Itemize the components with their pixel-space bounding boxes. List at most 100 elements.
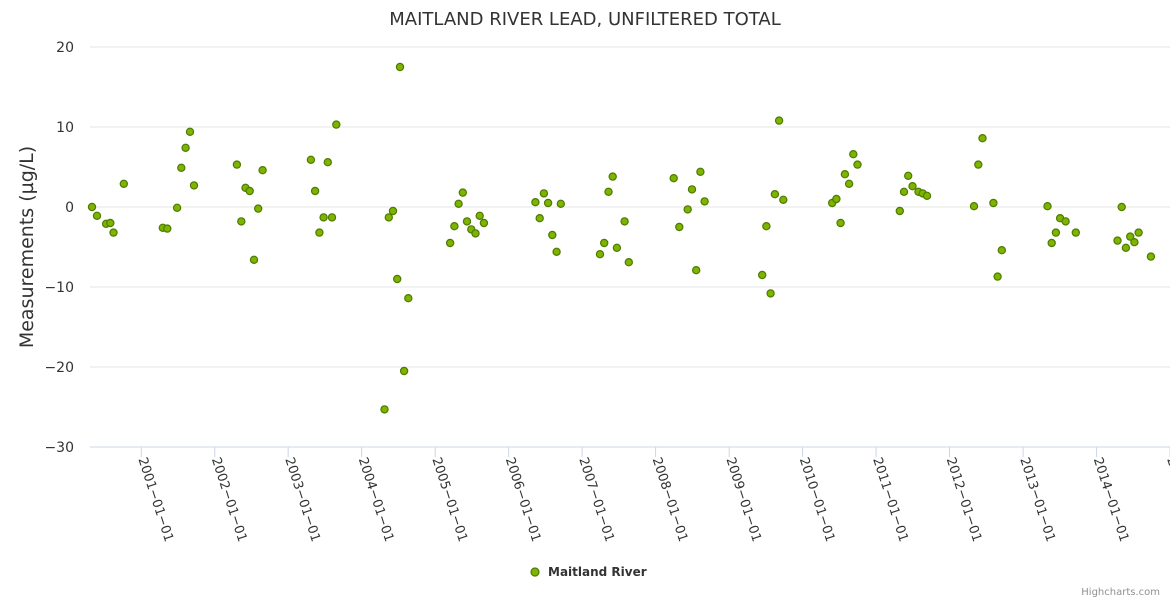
data-point[interactable] — [1047, 238, 1056, 248]
data-point[interactable] — [399, 366, 409, 376]
data-point[interactable] — [327, 213, 337, 222]
data-point[interactable] — [458, 188, 467, 197]
data-point[interactable] — [332, 120, 341, 129]
data-point[interactable] — [395, 62, 405, 72]
data-point[interactable] — [163, 224, 172, 233]
data-point[interactable] — [189, 181, 199, 190]
data-point[interactable] — [669, 173, 678, 183]
data-point[interactable] — [319, 213, 328, 222]
data-point[interactable] — [1125, 232, 1135, 241]
data-point[interactable] — [974, 160, 983, 169]
data-point[interactable] — [475, 211, 484, 220]
data-point[interactable] — [1121, 243, 1131, 252]
data-point[interactable] — [770, 189, 780, 199]
data-point[interactable] — [310, 186, 320, 196]
data-point[interactable] — [1061, 217, 1070, 226]
data-point[interactable] — [620, 217, 629, 226]
data-point[interactable] — [384, 213, 393, 222]
data-point[interactable] — [1146, 252, 1156, 261]
data-point[interactable] — [445, 238, 455, 248]
legend[interactable]: Maitland River — [530, 565, 647, 579]
data-point[interactable] — [899, 187, 909, 196]
data-point[interactable] — [989, 198, 998, 208]
data-point[interactable] — [535, 213, 544, 223]
data-point[interactable] — [675, 222, 684, 232]
data-point[interactable] — [323, 157, 332, 167]
data-point[interactable] — [1134, 228, 1143, 237]
data-point[interactable] — [840, 169, 850, 179]
data-point[interactable] — [904, 171, 913, 180]
data-point[interactable] — [997, 245, 1007, 255]
data-point[interactable] — [849, 149, 858, 159]
data-point[interactable] — [604, 187, 613, 196]
data-point[interactable] — [548, 230, 557, 240]
data-point[interactable] — [600, 238, 609, 248]
data-point[interactable] — [922, 191, 932, 200]
data-point[interactable] — [552, 247, 561, 256]
data-point[interactable] — [700, 197, 709, 206]
data-point[interactable] — [539, 189, 549, 198]
credits-link[interactable]: Highcharts.com — [1081, 587, 1160, 598]
data-point[interactable] — [109, 228, 118, 237]
data-point[interactable] — [380, 405, 389, 414]
legend-marker[interactable] — [530, 567, 540, 577]
data-point[interactable] — [254, 204, 263, 213]
data-point[interactable] — [462, 217, 472, 226]
data-point[interactable] — [177, 163, 186, 172]
data-point[interactable] — [258, 165, 267, 175]
data-point[interactable] — [612, 243, 622, 252]
data-point[interactable] — [106, 218, 115, 228]
data-point[interactable] — [1130, 237, 1139, 247]
data-point[interactable] — [993, 272, 1002, 281]
data-point[interactable] — [696, 167, 705, 176]
data-point[interactable] — [454, 199, 463, 208]
data-point[interactable] — [978, 133, 987, 143]
data-point[interactable] — [232, 160, 242, 169]
data-point[interactable] — [608, 172, 617, 181]
data-point[interactable] — [556, 199, 566, 208]
data-point[interactable] — [119, 179, 129, 188]
data-point[interactable] — [471, 229, 480, 238]
data-point[interactable] — [1071, 228, 1081, 237]
data-point[interactable] — [531, 197, 540, 207]
data-point[interactable] — [766, 289, 775, 298]
data-point[interactable] — [479, 218, 489, 228]
data-point[interactable] — [844, 179, 854, 188]
data-point[interactable] — [969, 201, 979, 211]
legend-label[interactable]: Maitland River — [548, 565, 647, 579]
data-point[interactable] — [832, 194, 841, 204]
data-point[interactable] — [543, 198, 553, 208]
data-point[interactable] — [774, 116, 784, 125]
data-point[interactable] — [779, 195, 788, 204]
data-point[interactable] — [595, 249, 605, 259]
data-point[interactable] — [836, 218, 845, 228]
data-point[interactable] — [1051, 228, 1061, 237]
data-point[interactable] — [393, 274, 402, 284]
data-point[interactable] — [172, 203, 182, 212]
data-point[interactable] — [1117, 202, 1126, 212]
data-point[interactable] — [1113, 236, 1122, 245]
data-point[interactable] — [624, 258, 634, 267]
data-point[interactable] — [908, 181, 917, 191]
data-point[interactable] — [1043, 201, 1052, 211]
data-point[interactable] — [853, 160, 862, 169]
data-point[interactable] — [692, 266, 701, 275]
data-point[interactable] — [306, 155, 316, 164]
data-point[interactable] — [687, 185, 697, 194]
data-point[interactable] — [185, 127, 195, 136]
data-point[interactable] — [249, 255, 259, 264]
data-point[interactable] — [245, 186, 254, 196]
data-point[interactable] — [87, 202, 97, 212]
data-point[interactable] — [895, 206, 905, 216]
data-point[interactable] — [762, 221, 771, 231]
data-point[interactable] — [388, 206, 398, 216]
data-point[interactable] — [758, 270, 767, 280]
data-point[interactable] — [237, 217, 246, 226]
data-point[interactable] — [404, 294, 413, 303]
data-point[interactable] — [315, 228, 324, 237]
data-point[interactable] — [181, 143, 190, 152]
series-maitland-river[interactable] — [87, 62, 1156, 414]
data-point[interactable] — [683, 205, 692, 214]
data-point[interactable] — [92, 211, 102, 220]
data-point[interactable] — [450, 221, 459, 231]
